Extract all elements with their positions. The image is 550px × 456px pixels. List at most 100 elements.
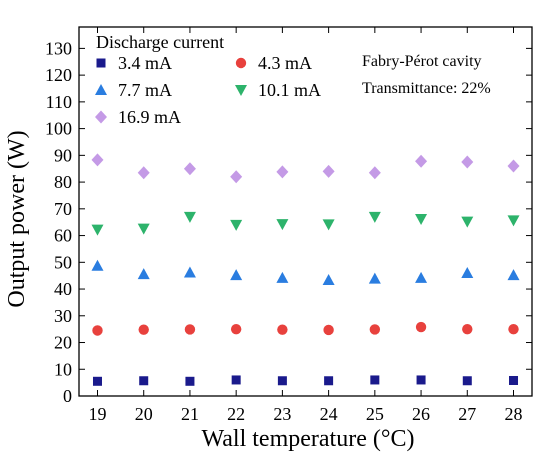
legend-label: 10.1 mA [258, 80, 321, 100]
data-point [276, 271, 289, 283]
x-tick-label: 23 [273, 404, 291, 424]
data-point [277, 376, 287, 386]
y-tick-label: 80 [54, 172, 72, 192]
x-tick-labels: 19 20 21 22 23 24 25 26 27 28 [88, 404, 522, 424]
data-point [183, 266, 196, 278]
axis-ticks [79, 27, 532, 397]
y-axis-title: Output power (W) [4, 130, 30, 307]
data-point [508, 323, 519, 335]
data-point [230, 269, 243, 281]
data-point [461, 216, 474, 228]
data-point [368, 166, 381, 180]
data-point [324, 376, 334, 386]
plot-frame [78, 26, 533, 397]
data-point [138, 324, 149, 335]
data-point [137, 268, 150, 280]
legend-marker [95, 110, 107, 124]
y-tick-label: 0 [63, 386, 72, 406]
y-tick-label: 20 [54, 333, 72, 353]
y-tick-label: 40 [54, 279, 72, 299]
y-tick-label: 60 [54, 226, 72, 246]
legend-marker [95, 84, 107, 95]
data-point [507, 215, 520, 227]
legend-marker [235, 85, 247, 96]
y-tick-label: 10 [54, 359, 72, 379]
data-point [368, 211, 381, 223]
data-point [230, 219, 243, 231]
data-point [92, 376, 102, 386]
data-point [509, 375, 519, 385]
legend-marker [235, 57, 247, 69]
data-point [368, 272, 381, 284]
data-point [91, 153, 104, 167]
x-tick-label: 24 [320, 404, 338, 424]
data-point [462, 323, 473, 335]
data-point [231, 375, 241, 385]
data-point [230, 170, 243, 184]
annotation: Fabry-Pérot cavity Transmittance: 22% [362, 53, 491, 97]
data-point [322, 219, 335, 231]
legend-label: 16.9 mA [118, 107, 181, 127]
data-point [185, 376, 195, 386]
data-point [416, 375, 426, 385]
data-point [415, 271, 428, 283]
data-point [323, 324, 334, 336]
data-point [92, 325, 103, 336]
data-point [370, 375, 380, 385]
x-tick-label: 20 [135, 404, 153, 424]
data-point [507, 269, 520, 281]
legend-label: 4.3 mA [258, 53, 312, 73]
data-point [277, 324, 288, 335]
annotation-line-1: Fabry-Pérot cavity [362, 53, 482, 70]
data-point [415, 213, 428, 225]
y-tick-label: 90 [54, 145, 72, 165]
series-7-7-ma [91, 259, 520, 285]
data-point [415, 321, 427, 333]
data-point [322, 273, 335, 285]
x-axis-title: Wall temperature (°C) [202, 426, 415, 452]
y-tick-labels: 0 10 20 30 40 50 60 70 80 90 100 110 120 130 [45, 38, 72, 406]
y-tick-label: 130 [45, 38, 72, 58]
data-point [507, 159, 520, 173]
legend-title: Discharge current [96, 32, 224, 52]
data-point [183, 162, 196, 176]
data-point [276, 165, 289, 179]
series-3-4-ma [92, 375, 519, 386]
data-point [322, 164, 335, 178]
y-tick-label: 110 [46, 92, 72, 112]
series-4-3-ma [92, 321, 519, 336]
legend-marker [96, 58, 106, 68]
legend: Discharge current 3.4 mA 4.3 mA 7.7 mA 10.1… [95, 32, 321, 127]
data-point [461, 155, 474, 169]
data-point [137, 223, 150, 235]
data-point [462, 376, 472, 386]
series-10-1-ma [91, 211, 520, 236]
data-point [91, 224, 104, 236]
y-tick-label: 70 [54, 199, 72, 219]
y-tick-label: 30 [54, 306, 72, 326]
data-points [91, 153, 520, 386]
data-point [183, 211, 196, 223]
x-tick-label: 25 [366, 404, 384, 424]
data-point [369, 324, 381, 335]
y-tick-label: 50 [54, 252, 72, 272]
annotation-line-2: Transmittance: 22% [362, 80, 491, 97]
y-tick-label: 100 [45, 119, 72, 139]
data-point [91, 259, 104, 271]
series-16-9-ma [91, 153, 520, 184]
legend-label: 3.4 mA [118, 53, 172, 73]
x-tick-label: 19 [88, 404, 106, 424]
x-tick-label: 26 [412, 404, 430, 424]
x-tick-label: 21 [181, 404, 199, 424]
x-tick-label: 27 [458, 404, 476, 424]
data-point [461, 267, 474, 278]
data-point [139, 376, 149, 386]
data-point [137, 166, 150, 180]
y-tick-label: 120 [45, 65, 72, 85]
x-tick-label: 22 [227, 404, 245, 424]
data-point [184, 324, 196, 335]
data-point [276, 219, 289, 231]
data-point [415, 154, 428, 168]
legend-label: 7.7 mA [118, 80, 172, 100]
